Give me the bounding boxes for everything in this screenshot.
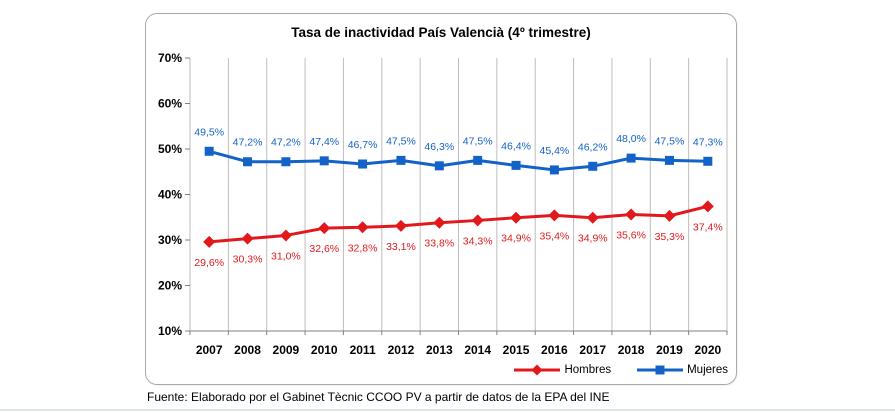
- hombres-line-marker-icon: [514, 364, 561, 376]
- y-tick-label: 60%: [158, 97, 182, 111]
- data-label: 33,8%: [424, 238, 454, 250]
- y-tick-label: 20%: [158, 279, 182, 293]
- page-divider: [0, 409, 895, 411]
- data-label: 47,2%: [271, 137, 301, 149]
- legend-label-hombres: Hombres: [564, 364, 612, 376]
- data-point-marker: [588, 161, 598, 171]
- data-label: 31,0%: [271, 250, 301, 262]
- data-label: 34,3%: [463, 235, 493, 247]
- data-point-marker: [281, 157, 291, 167]
- data-point-marker: [626, 153, 636, 163]
- x-tick-label: 2016: [541, 343, 568, 357]
- data-point-marker: [396, 155, 406, 165]
- x-tick-label: 2018: [618, 343, 645, 357]
- data-point-marker: [358, 159, 368, 169]
- series-line: [209, 204, 709, 244]
- data-label: 46,3%: [424, 141, 454, 153]
- data-label: 46,4%: [501, 140, 531, 152]
- x-tick-label: 2008: [234, 343, 261, 357]
- data-label: 34,9%: [501, 233, 531, 245]
- series-hombres: 29,6% 30,3% 31,0% 32,6% 32,8% 33,1% 33,8% 34,3%…: [194, 200, 723, 269]
- data-label: 47,5%: [655, 135, 685, 147]
- data-label: 32,6%: [309, 243, 339, 255]
- data-point-marker: [319, 156, 329, 166]
- data-point-marker: [701, 200, 714, 213]
- data-point-marker: [433, 216, 446, 229]
- data-point-marker: [279, 229, 292, 242]
- data-point-marker: [703, 156, 713, 166]
- y-tick-label: 10%: [158, 324, 182, 338]
- data-label: 33,1%: [386, 241, 416, 253]
- data-label: 30,3%: [233, 254, 263, 266]
- data-label: 47,5%: [463, 135, 493, 147]
- data-point-marker: [204, 146, 214, 156]
- y-tick-label: 30%: [158, 233, 182, 247]
- data-point-marker: [241, 232, 254, 245]
- data-label: 47,3%: [693, 136, 723, 148]
- series-mujeres: 49,5% 47,2% 47,2% 47,4% 46,7% 47,5% 46,3% 47,5%…: [194, 126, 723, 175]
- y-tick-label: 40%: [158, 188, 182, 202]
- data-label: 46,2%: [578, 141, 608, 153]
- data-point-marker: [471, 214, 484, 227]
- source-note: Fuente: Elaborado por el Gabinet Tècnic …: [147, 390, 610, 404]
- data-label: 46,7%: [348, 139, 378, 151]
- data-label: 47,4%: [309, 136, 339, 148]
- x-tick-label: 2012: [388, 343, 415, 357]
- data-label: 48,0%: [616, 133, 646, 145]
- legend-item-hombres: Hombres: [514, 364, 611, 376]
- x-tick-label: 2010: [311, 343, 338, 357]
- x-tick-label: 2009: [273, 343, 300, 357]
- data-label: 35,6%: [616, 230, 646, 242]
- data-label: 45,4%: [540, 145, 570, 157]
- data-point-marker: [434, 161, 444, 171]
- data-point-marker: [473, 155, 483, 165]
- x-tick-label: 2013: [426, 343, 453, 357]
- y-tick-label: 50%: [158, 142, 182, 156]
- data-point-marker: [356, 221, 369, 234]
- data-label: 47,5%: [386, 135, 416, 147]
- data-point-marker: [548, 209, 561, 222]
- data-label: 35,3%: [655, 231, 685, 243]
- legend-label-mujeres: Mujeres: [687, 364, 728, 376]
- chart-container: Tasa de inactividad País Valencià (4º tr…: [145, 13, 737, 385]
- x-tick-label: 2007: [196, 343, 223, 357]
- y-tick-label: 70%: [158, 51, 182, 65]
- data-point-marker: [586, 211, 599, 224]
- x-tick-label: 2014: [464, 343, 491, 357]
- mujeres-line-marker-icon: [637, 365, 684, 375]
- x-tick-label: 2017: [579, 343, 606, 357]
- x-tick-label: 2019: [656, 343, 683, 357]
- data-label: 47,2%: [233, 137, 263, 149]
- chart-legend: Hombres Mujeres: [514, 364, 728, 376]
- data-label: 34,9%: [578, 233, 608, 245]
- x-tick-label: 2015: [503, 343, 530, 357]
- data-point-marker: [625, 208, 638, 221]
- data-point-marker: [318, 222, 331, 235]
- data-point-marker: [203, 235, 216, 248]
- chart-title: Tasa de inactividad País Valencià (4º tr…: [291, 25, 591, 40]
- data-point-marker: [664, 155, 674, 165]
- data-point-marker: [243, 157, 253, 167]
- data-label: 32,8%: [348, 242, 378, 254]
- legend-item-mujeres: Mujeres: [637, 364, 728, 376]
- x-tick-label: 2020: [694, 343, 721, 357]
- series-line: [208, 149, 708, 172]
- data-label: 35,4%: [540, 230, 570, 242]
- data-label: 37,4%: [693, 221, 723, 233]
- data-label: 29,6%: [194, 257, 224, 269]
- data-label: 49,5%: [194, 126, 224, 138]
- data-point-marker: [549, 165, 559, 175]
- data-point-marker: [510, 211, 523, 224]
- data-point-marker: [511, 160, 521, 170]
- data-point-marker: [394, 219, 407, 232]
- x-tick-label: 2011: [350, 343, 376, 357]
- data-point-marker: [663, 209, 676, 222]
- chart-plot: 70% 60% 50% 40% 30% 20% 10% 2007 2008 2009 2010 201…: [158, 51, 728, 357]
